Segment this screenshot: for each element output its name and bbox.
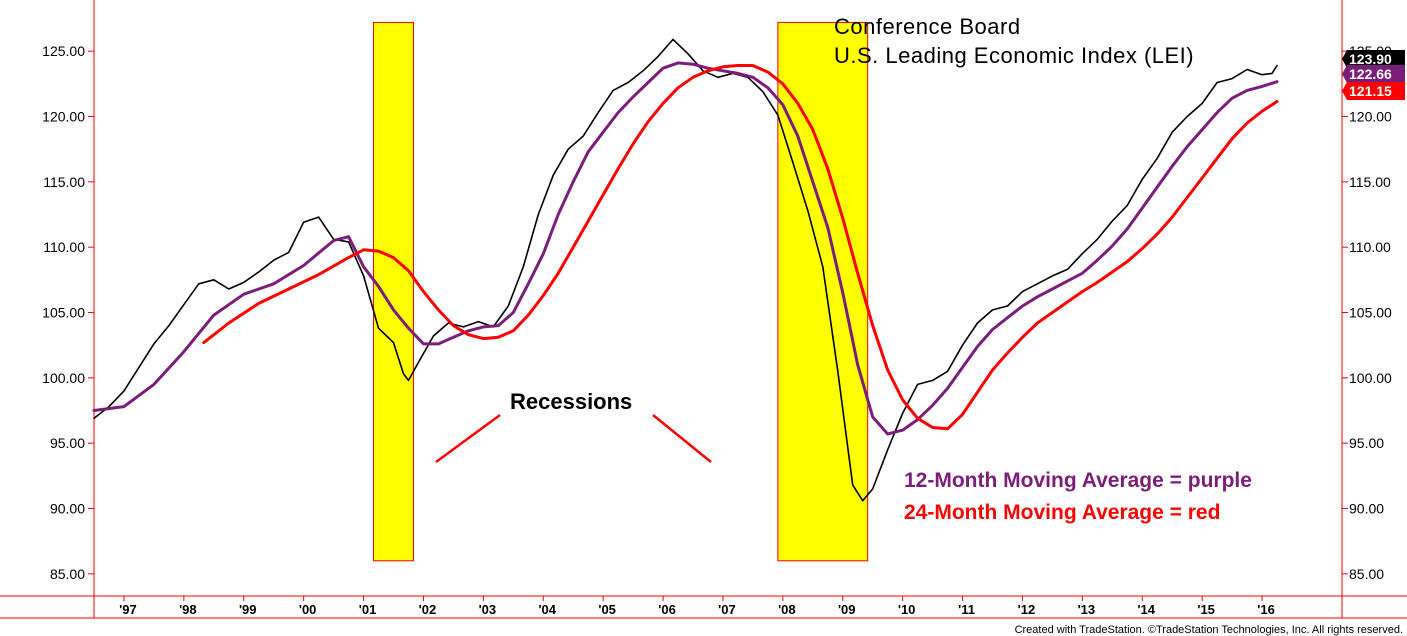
ma12-line (92, 61, 1279, 436)
x-tick-label: '00 (299, 602, 317, 617)
lei-last-value: 123.90 (1349, 51, 1392, 67)
x-tick-label: '01 (359, 602, 377, 617)
recessions-label: Recessions (510, 389, 632, 414)
y-tick-label-left: 120.00 (42, 109, 85, 125)
lei-line (93, 38, 1278, 502)
title-line-2: U.S. Leading Economic Index (LEI) (834, 43, 1194, 68)
y-tick-label-right: 120.00 (1349, 109, 1392, 125)
y-tick-label-right: 95.00 (1349, 435, 1384, 451)
chart-title: Conference Board U.S. Leading Economic I… (834, 14, 1194, 68)
chart-frame (0, 0, 1407, 619)
ma12-last-value: 122.66 (1349, 66, 1392, 82)
annotations: Recessions 12-Month Moving Average = pur… (435, 389, 1252, 524)
recessions-pointer-left (435, 413, 501, 464)
x-tick-label: '97 (119, 602, 137, 617)
x-tick-label: '12 (1018, 602, 1036, 617)
y-tick-label-right: 115.00 (1349, 174, 1391, 190)
y-tick-label-left: 125.00 (42, 43, 85, 59)
footer-credit: Created with TradeStation. ©TradeStation… (1015, 624, 1403, 636)
x-tick-label: '07 (718, 602, 736, 617)
y-tick-label-right: 85.00 (1349, 566, 1384, 582)
ma24-line (202, 64, 1279, 431)
ma12-last-value-tag: 122.66 (1342, 65, 1405, 83)
y-tick-label-left: 90.00 (50, 501, 85, 517)
y-tick-label-left: 110.00 (43, 239, 85, 255)
recession-bands (373, 21, 869, 562)
x-tick-label: '08 (778, 602, 796, 617)
y-tick-label-left: 85.00 (50, 566, 85, 582)
legend-12-month: 12-Month Moving Average = purple (904, 469, 1252, 492)
x-tick-label: '03 (479, 602, 497, 617)
lei-last-value-tag: 123.90 (1342, 50, 1405, 68)
title-line-1: Conference Board (834, 14, 1021, 39)
y-tick-label-right: 100.00 (1349, 370, 1392, 386)
y-tick-label-right: 110.00 (1349, 239, 1391, 255)
x-tick-label: '15 (1197, 602, 1215, 617)
recession-band-2 (777, 21, 869, 562)
x-tick-label: '06 (658, 602, 676, 617)
legend-24-month: 24-Month Moving Average = red (904, 501, 1220, 524)
y-tick-label-left: 115.00 (43, 174, 85, 190)
recessions-pointer-right (652, 414, 712, 463)
x-tick-label: '16 (1257, 602, 1275, 617)
x-tick-label: '13 (1078, 602, 1096, 617)
ma24-last-value: 121.15 (1349, 83, 1392, 99)
y-tick-label-right: 105.00 (1349, 305, 1392, 321)
x-tick-label: '04 (538, 602, 556, 617)
x-tick-label: '02 (419, 602, 437, 617)
axes: 85.00 85.00 90.00 90.00 95.00 95.00 100.00 100.… (42, 43, 1392, 617)
series-lines (92, 38, 1279, 502)
y-tick-label-right: 90.00 (1349, 501, 1384, 517)
last-value-tags: 123.90 122.66 121.15 (1342, 50, 1405, 100)
x-tick-label: '14 (1137, 602, 1155, 617)
x-tick-label: '11 (958, 602, 975, 617)
x-tick-label: '98 (179, 602, 197, 617)
recession-band-1 (373, 21, 414, 562)
y-tick-label-left: 105.00 (42, 305, 85, 321)
y-tick-label-left: 95.00 (50, 435, 85, 451)
x-tick-label: '99 (239, 602, 257, 617)
x-tick-label: '10 (898, 602, 916, 617)
ma24-last-value-tag: 121.15 (1342, 82, 1405, 100)
x-tick-label: '05 (598, 602, 616, 617)
x-tick-label: '09 (838, 602, 856, 617)
y-tick-label-left: 100.00 (42, 370, 85, 386)
